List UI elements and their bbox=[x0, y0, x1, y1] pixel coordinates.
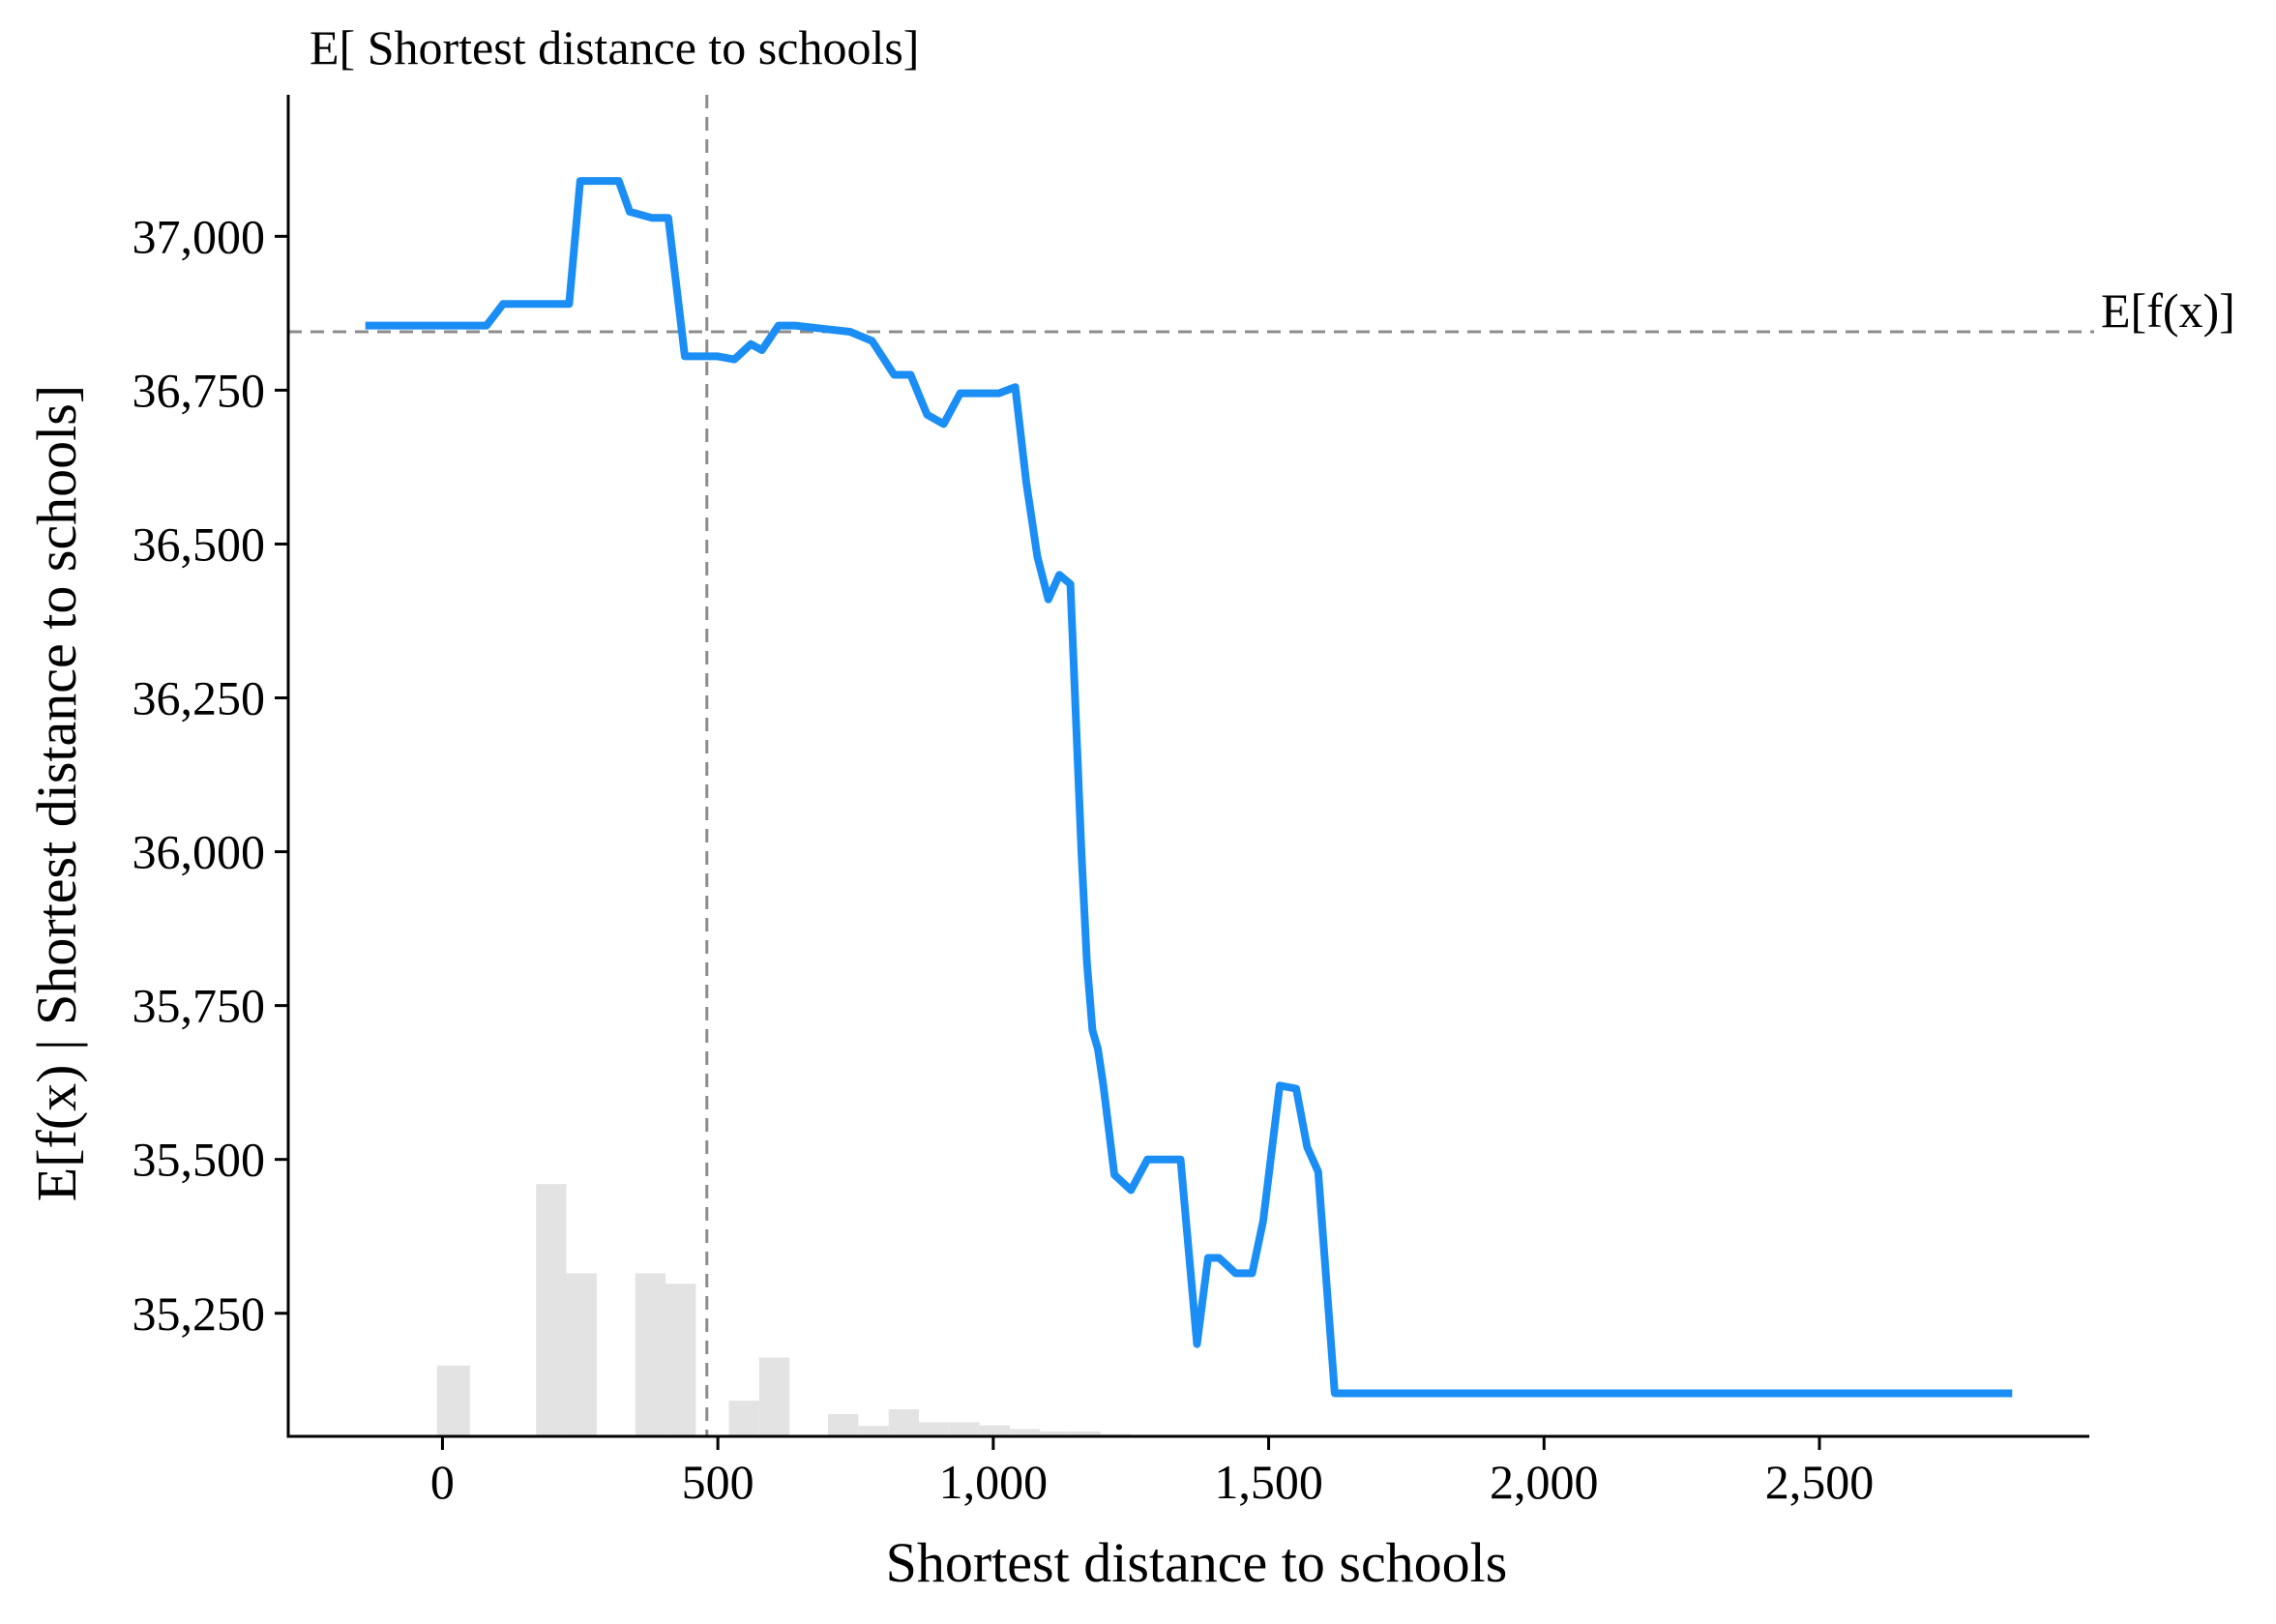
expected-value-label: E[f(x)] bbox=[2101, 283, 2235, 338]
x-tick-label: 0 bbox=[430, 1455, 455, 1509]
y-tick-label: 35,250 bbox=[133, 1286, 266, 1341]
reference-lines bbox=[288, 95, 2094, 1436]
histogram-bar bbox=[665, 1284, 696, 1436]
histogram-bar bbox=[635, 1273, 666, 1436]
histogram-bar bbox=[758, 1357, 790, 1436]
y-ticks: 35,250 35,500 35,750 36,000 36,250 36,500 36,7… bbox=[133, 209, 288, 1341]
x-ticks: 0 500 1,000 1,500 2,000 2,500 bbox=[430, 1436, 1874, 1509]
x-tick-label: 1,500 bbox=[1214, 1455, 1323, 1509]
histogram-bar bbox=[1009, 1429, 1041, 1436]
y-tick-label: 36,250 bbox=[133, 671, 266, 725]
histogram-bar bbox=[1040, 1431, 1071, 1436]
y-tick-label: 36,000 bbox=[133, 825, 266, 879]
histogram-bar bbox=[949, 1422, 980, 1436]
x-axis-title: Shortest distance to schools bbox=[886, 1531, 1508, 1594]
y-tick-label: 37,000 bbox=[133, 209, 266, 263]
y-tick-label: 35,500 bbox=[133, 1133, 266, 1187]
dependence-line bbox=[365, 177, 2013, 1398]
x-tick-label: 2,000 bbox=[1490, 1455, 1599, 1509]
histogram-bar bbox=[566, 1273, 597, 1436]
histogram-bar bbox=[536, 1184, 567, 1436]
y-tick-label: 36,750 bbox=[133, 363, 266, 417]
histogram-bar bbox=[1070, 1431, 1101, 1436]
x-tick-label: 2,500 bbox=[1765, 1455, 1875, 1509]
histogram-bar bbox=[918, 1422, 950, 1436]
histogram-bar bbox=[828, 1414, 859, 1436]
x-tick-label: 500 bbox=[682, 1455, 754, 1509]
y-axis-title: E[f(x) | Shortest distance to schools] bbox=[25, 385, 88, 1201]
histogram-bar bbox=[888, 1409, 919, 1436]
axes bbox=[286, 95, 2089, 1438]
y-tick-label: 36,500 bbox=[133, 517, 266, 571]
histogram-bar bbox=[858, 1426, 889, 1436]
histogram-bar bbox=[436, 1365, 470, 1436]
histogram bbox=[436, 1184, 1223, 1436]
y-tick-label: 35,750 bbox=[133, 979, 266, 1033]
feature-mean-label: E[ Shortest distance to schools] bbox=[310, 20, 919, 74]
line-series bbox=[365, 177, 2013, 1398]
x-tick-label: 1,000 bbox=[939, 1455, 1049, 1509]
histogram-bar bbox=[979, 1425, 1010, 1436]
histogram-bar bbox=[728, 1401, 759, 1436]
